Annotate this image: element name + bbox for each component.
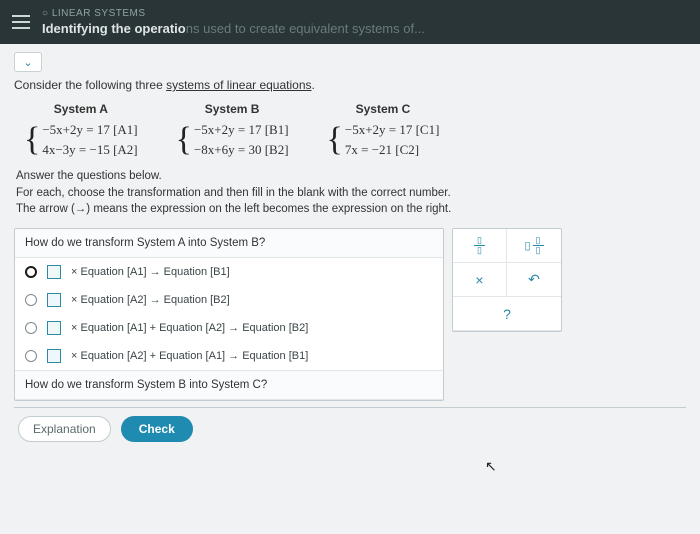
eq-a2: 4x−3y = −15 [A2] bbox=[42, 142, 137, 158]
eq-b2: −8x+6y = 30 [B2] bbox=[194, 142, 289, 158]
topbar: LINEAR SYSTEMS Identifying the operation… bbox=[0, 0, 700, 44]
clear-tool[interactable]: × bbox=[453, 263, 507, 297]
breadcrumb: LINEAR SYSTEMS Identifying the operation… bbox=[42, 8, 425, 36]
check-button[interactable]: Check bbox=[121, 416, 193, 442]
eq-c2: 7x = −21 [C2] bbox=[345, 142, 440, 158]
eq-a1: −5x+2y = 17 [A1] bbox=[42, 122, 137, 138]
brace-icon: { bbox=[24, 125, 40, 155]
radio-icon[interactable] bbox=[25, 294, 37, 306]
q1-option-2[interactable]: × Equation [A2] → Equation [B2] bbox=[15, 286, 443, 314]
systems-row: System A { −5x+2y = 17 [A1] 4x−3y = −15 … bbox=[24, 102, 686, 158]
instructions: Answer the questions below. For each, ch… bbox=[16, 168, 684, 218]
menu-icon[interactable] bbox=[12, 15, 30, 29]
eq-c1: −5x+2y = 17 [C1] bbox=[345, 122, 440, 138]
system-c: System C { −5x+2y = 17 [C1] 7x = −21 [C2… bbox=[327, 102, 440, 158]
help-tool[interactable]: ? bbox=[453, 297, 561, 331]
system-b-title: System B bbox=[176, 102, 289, 116]
number-input[interactable] bbox=[47, 349, 61, 363]
chevron-down-icon[interactable]: ⌄ bbox=[14, 52, 42, 72]
content: ⌄ Consider the following three systems o… bbox=[0, 44, 700, 534]
breadcrumb-category: LINEAR SYSTEMS bbox=[42, 8, 425, 19]
question-panel: How do we transform System A into System… bbox=[14, 228, 444, 401]
system-c-title: System C bbox=[327, 102, 440, 116]
q1-heading: How do we transform System A into System… bbox=[15, 229, 443, 258]
brace-icon: { bbox=[176, 125, 192, 155]
page-title: Identifying the operations used to creat… bbox=[42, 21, 425, 36]
number-input[interactable] bbox=[47, 321, 61, 335]
system-a: System A { −5x+2y = 17 [A1] 4x−3y = −15 … bbox=[24, 102, 138, 158]
q1-option-4[interactable]: × Equation [A2] + Equation [A1] → Equati… bbox=[15, 342, 443, 370]
q2-heading: How do we transform System B into System… bbox=[15, 370, 443, 400]
action-bar: Explanation Check bbox=[14, 407, 686, 450]
radio-icon[interactable] bbox=[25, 266, 37, 278]
radio-icon[interactable] bbox=[25, 322, 37, 334]
q1-option-1[interactable]: × Equation [A1] → Equation [B1] bbox=[15, 258, 443, 286]
cursor-icon: ↖ bbox=[485, 458, 497, 475]
prompt-text: Consider the following three systems of … bbox=[14, 78, 686, 92]
q1-option-3[interactable]: × Equation [A1] + Equation [A2] → Equati… bbox=[15, 314, 443, 342]
eq-b1: −5x+2y = 17 [B1] bbox=[194, 122, 289, 138]
number-input[interactable] bbox=[47, 265, 61, 279]
system-a-title: System A bbox=[24, 102, 138, 116]
system-b: System B { −5x+2y = 17 [B1] −8x+6y = 30 … bbox=[176, 102, 289, 158]
explanation-button[interactable]: Explanation bbox=[18, 416, 111, 442]
toolbox: ▯▯ ▯▯▯ × ↶ ? bbox=[452, 228, 562, 332]
radio-icon[interactable] bbox=[25, 350, 37, 362]
undo-tool[interactable]: ↶ bbox=[507, 263, 561, 297]
fraction-tool[interactable]: ▯▯ bbox=[453, 229, 507, 263]
number-input[interactable] bbox=[47, 293, 61, 307]
brace-icon: { bbox=[327, 125, 343, 155]
mixed-fraction-tool[interactable]: ▯▯▯ bbox=[507, 229, 561, 263]
